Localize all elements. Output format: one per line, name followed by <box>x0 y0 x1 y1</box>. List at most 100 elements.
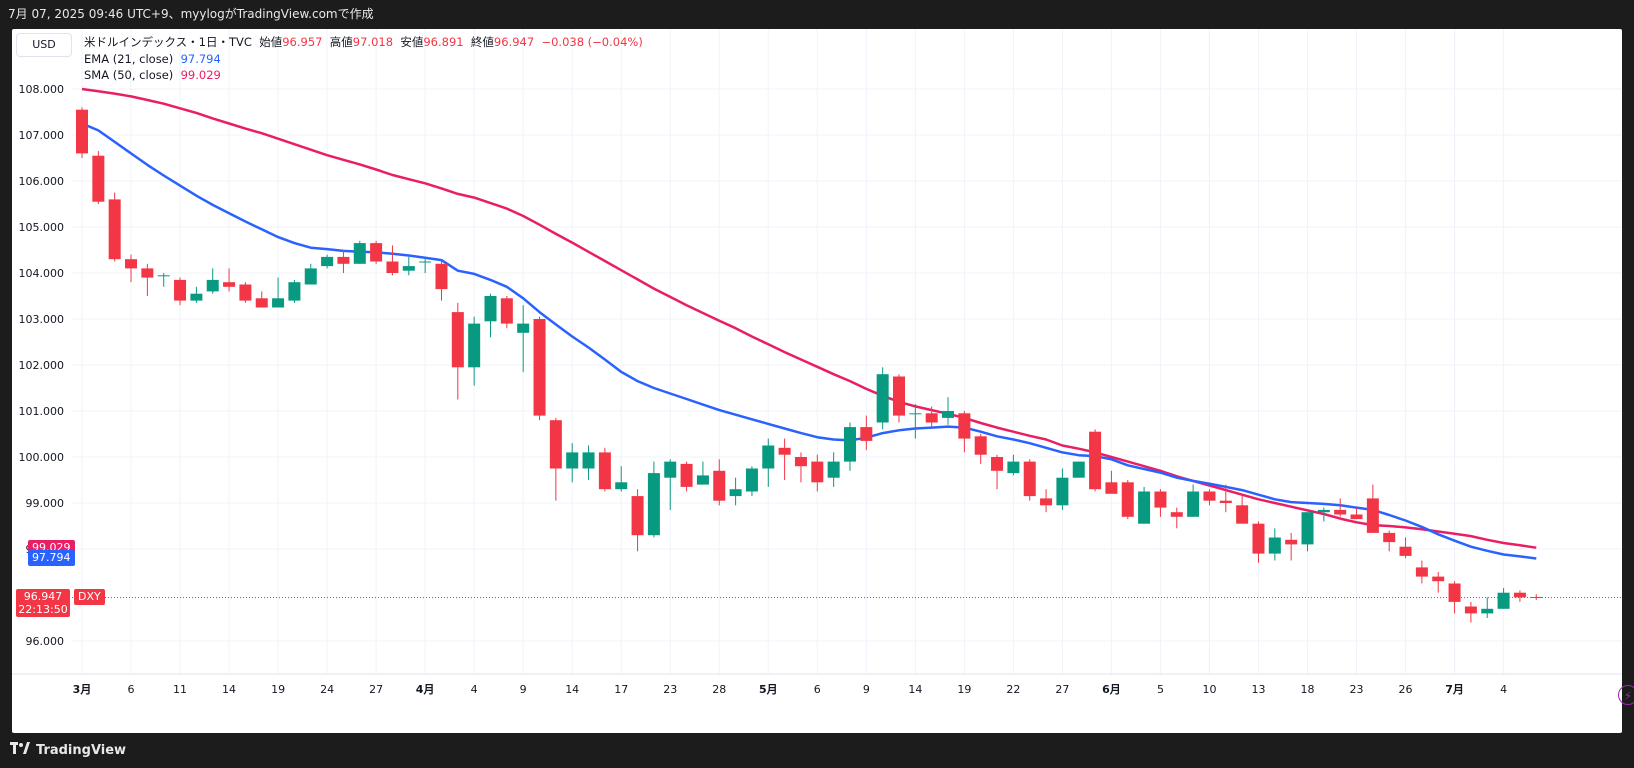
candle-body <box>174 279 187 301</box>
x-tick-label: 4月 <box>416 683 435 696</box>
y-tick-label: 106.000 <box>19 175 65 188</box>
candle-body <box>1219 500 1232 503</box>
candle-body <box>876 374 889 423</box>
candle-body <box>190 293 203 301</box>
candle-body <box>729 489 742 497</box>
ema-21-line <box>81 122 1537 560</box>
candle-body <box>974 436 987 455</box>
currency-button[interactable]: USD <box>16 33 72 57</box>
candle-body <box>1023 461 1036 497</box>
candle-body <box>1089 431 1102 490</box>
top-caption-bar: 7月 07, 2025 09:46 UTC+9、myylogがTradingVi… <box>0 0 1634 28</box>
candle-body <box>909 413 922 415</box>
candle-body <box>1432 576 1445 582</box>
candle-body <box>745 468 758 492</box>
y-tick-label: 105.000 <box>19 221 65 234</box>
candlestick-chart[interactable]: 96.00098.00099.000100.000101.000102.0001… <box>12 29 1622 733</box>
x-tick-label: 4 <box>471 683 478 696</box>
y-tick-label: 108.000 <box>19 83 65 96</box>
candle-body <box>1513 592 1526 598</box>
y-tick-label: 100.000 <box>19 451 65 464</box>
candle-body <box>942 411 955 418</box>
lightning-icon[interactable]: ⚡ <box>1618 685 1634 705</box>
candle-body <box>1448 583 1461 602</box>
y-tick-label: 99.000 <box>26 497 65 510</box>
tradingview-logo-icon <box>10 742 30 758</box>
y-tick-label: 107.000 <box>19 129 65 142</box>
candle-body <box>435 263 448 290</box>
candle-body <box>1383 532 1396 543</box>
candle-body <box>272 298 285 308</box>
y-tick-label: 102.000 <box>19 359 65 372</box>
candle-body <box>468 323 481 368</box>
candle-body <box>1236 505 1249 524</box>
x-tick-label: 22 <box>1006 683 1020 696</box>
candle-body <box>239 284 252 301</box>
x-tick-label: 14 <box>908 683 922 696</box>
candle-body <box>1007 461 1020 474</box>
x-tick-label: 6月 <box>1102 683 1121 696</box>
candle-body <box>925 413 938 423</box>
candle-body <box>92 155 105 202</box>
candle-body <box>860 427 873 441</box>
candle-body <box>1252 523 1265 554</box>
x-tick-label: 13 <box>1251 683 1265 696</box>
x-tick-label: 26 <box>1399 683 1413 696</box>
candle-body <box>1268 537 1281 554</box>
x-tick-label: 7月 <box>1445 683 1464 696</box>
candle-body <box>1056 477 1069 506</box>
candle-body <box>337 256 350 264</box>
candle-body <box>1350 514 1363 520</box>
ema-price-tag: 97.794 <box>28 550 75 567</box>
candle-body <box>1138 491 1151 524</box>
candle-body <box>631 496 644 536</box>
x-tick-label: 5 <box>1157 683 1164 696</box>
x-tick-label: 6 <box>814 683 821 696</box>
x-tick-label: 19 <box>271 683 285 696</box>
candle-body <box>1301 512 1314 545</box>
candle-body <box>664 461 677 478</box>
x-tick-label: 9 <box>520 683 527 696</box>
candle-body <box>1317 509 1330 513</box>
candle-body <box>1154 491 1167 508</box>
candle-body <box>1105 482 1118 494</box>
candle-body <box>533 319 546 416</box>
x-tick-label: 23 <box>663 683 677 696</box>
candle-body <box>794 457 807 467</box>
x-tick-label: 11 <box>173 683 187 696</box>
candle-body <box>1481 608 1494 614</box>
candle-body <box>1187 491 1200 517</box>
candle-body <box>386 261 399 273</box>
candle-body <box>713 470 726 501</box>
candle-body <box>680 463 693 487</box>
candle-body <box>1170 512 1183 517</box>
candle-body <box>500 298 513 324</box>
chart-panel[interactable]: 96.00098.00099.000100.000101.000102.0001… <box>12 29 1634 733</box>
y-tick-label: 96.000 <box>26 635 65 648</box>
x-tick-label: 17 <box>614 683 628 696</box>
tradingview-brand[interactable]: TradingView <box>10 742 126 758</box>
x-tick-label: 9 <box>863 683 870 696</box>
candle-body <box>827 461 840 478</box>
caption-text: 7月 07, 2025 09:46 UTC+9、myylogがTradingVi… <box>8 7 374 21</box>
last-price-value: 96.947 <box>23 590 63 604</box>
x-tick-label: 14 <box>222 683 236 696</box>
candle-body <box>402 266 415 271</box>
candle-body <box>696 475 709 485</box>
candle-body <box>108 199 121 260</box>
y-tick-label: 104.000 <box>19 267 65 280</box>
grid-lines <box>72 29 1622 674</box>
x-tick-label: 24 <box>320 683 334 696</box>
candle-body <box>1399 546 1412 556</box>
x-tick-label: 28 <box>712 683 726 696</box>
x-tick-label: 14 <box>565 683 579 696</box>
candle-body <box>76 109 88 154</box>
candle-body <box>223 282 236 287</box>
candle-body <box>615 482 628 490</box>
y-tick-label: 103.000 <box>19 313 65 326</box>
x-tick-label: 3月 <box>73 683 92 696</box>
candle-body <box>958 413 971 439</box>
x-tick-label: 27 <box>1055 683 1069 696</box>
x-tick-label: 6 <box>128 683 135 696</box>
candle-body <box>843 427 856 462</box>
